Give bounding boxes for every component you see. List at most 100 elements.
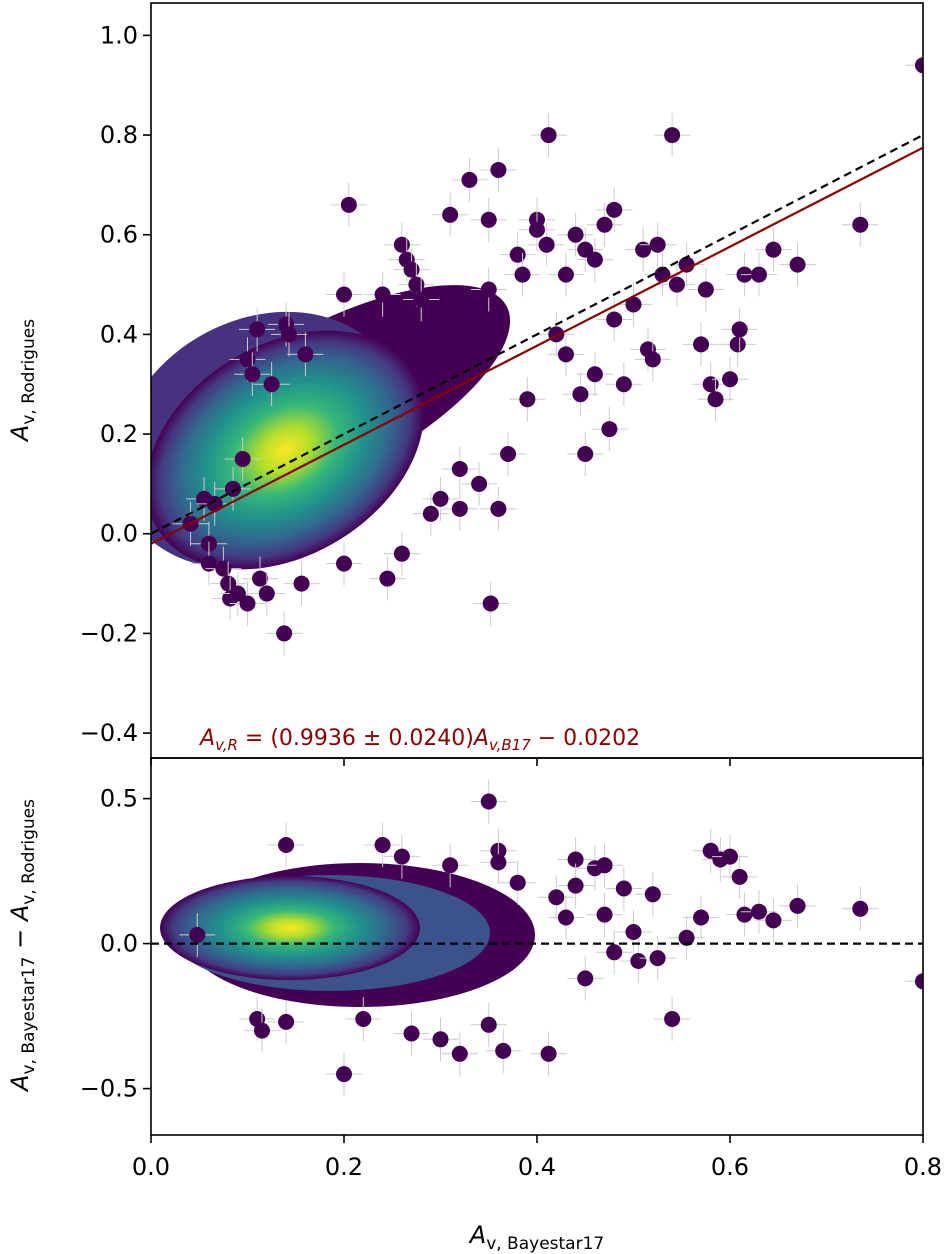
top-ytick-label: 1.0 (100, 21, 138, 49)
top-data-point (750, 266, 767, 283)
bottom-cloud-core (160, 876, 420, 980)
bottom-data-point (480, 793, 497, 810)
top-ytick-label: 0.8 (100, 121, 138, 149)
top-data-point (540, 127, 557, 144)
top-data-point (293, 575, 310, 592)
top-data-point (471, 475, 488, 492)
top-data-point (393, 545, 410, 562)
top-data-point (220, 575, 237, 592)
top-data-point (615, 376, 632, 393)
bottom-data-point (644, 886, 661, 903)
bottom-xtick-label: 0.2 (325, 1153, 363, 1181)
top-data-point (789, 256, 806, 273)
top-ytick-label: −0.2 (80, 619, 138, 647)
top-data-point (664, 127, 681, 144)
top-y-axis-label: Av, Rodrigues (6, 319, 39, 443)
bottom-data-point (577, 970, 594, 987)
bottom-data-point (509, 874, 526, 891)
top-data-point (422, 505, 439, 522)
bottom-data-point (750, 903, 767, 920)
top-data-point (403, 261, 420, 278)
top-ytick-label: 0.6 (100, 221, 138, 249)
top-data-point (548, 326, 565, 343)
top-data-point (606, 311, 623, 328)
bottom-data-point (664, 1011, 681, 1027)
top-data-point (263, 376, 280, 393)
top-data-point (668, 276, 685, 293)
bottom-data-point (355, 1011, 372, 1027)
top-data-point (490, 161, 507, 178)
top-ytick-label: 0.4 (100, 320, 138, 348)
top-data-point (729, 336, 746, 353)
top-data-point (586, 251, 603, 268)
top-data-point (625, 296, 642, 313)
top-data-point (239, 595, 256, 612)
bottom-data-point (915, 973, 923, 990)
top-ytick-label: 0.2 (100, 420, 138, 448)
top-data-point (490, 500, 507, 517)
bottom-data-point (765, 912, 782, 929)
top-data-point (442, 206, 459, 223)
top-panel: −0.4 −0.2 0.0 0.2 0.4 0.6 0.8 1.0 Av, Rodrigues… (6, 2, 924, 766)
top-data-point (451, 500, 468, 517)
top-data-point (393, 236, 410, 253)
bottom-data-point (548, 889, 565, 906)
top-ytick-label: −0.4 (80, 719, 138, 747)
top-data-point (538, 236, 555, 253)
top-lines (151, 134, 923, 545)
bottom-data-point (253, 1022, 270, 1039)
bottom-data-point (736, 906, 753, 923)
bottom-data-point (442, 857, 459, 874)
top-data-point (519, 391, 536, 408)
bottom-data-point (403, 1025, 420, 1042)
bottom-xtick-label: 0.0 (132, 1153, 170, 1181)
bottom-data-point (374, 837, 391, 853)
bottom-data-point (625, 924, 642, 940)
bottom-data-point (490, 854, 507, 871)
fit-equation: Av,R = (0.9936 ± 0.0240)Av,B17 − 0.0202 (198, 726, 640, 754)
top-data-point (408, 276, 425, 293)
top-data-point (276, 625, 293, 642)
top-data-point (557, 266, 574, 283)
bottom-xtick-label: 0.6 (711, 1153, 749, 1181)
bottom-data-point (495, 1042, 512, 1059)
top-data-point (635, 241, 652, 258)
top-data-point (915, 57, 923, 74)
top-data-point (596, 216, 613, 233)
top-data-point (432, 490, 449, 507)
top-ytick-label: 0.0 (100, 520, 138, 548)
top-data-point (586, 366, 603, 383)
bottom-data-point (789, 897, 806, 914)
bottom-data-point (480, 1016, 497, 1033)
top-data-point (697, 281, 714, 298)
bottom-ytick-label: 0.0 (100, 930, 138, 958)
top-data-point (731, 321, 748, 338)
bottom-ytick-label: 0.5 (100, 785, 138, 813)
top-data-point (649, 236, 666, 253)
top-data-point (514, 266, 531, 283)
top-data-point (500, 446, 517, 463)
top-points (172, 43, 923, 656)
top-data-point (239, 351, 256, 368)
top-data-point (374, 286, 391, 303)
bottom-data-point (722, 848, 738, 865)
top-data-point (249, 321, 266, 338)
bottom-data-point (393, 848, 410, 865)
bottom-x-axis: 0.0 0.2 0.4 0.6 0.8 (132, 1135, 942, 1181)
bottom-data-point (615, 880, 632, 897)
bottom-data-point (432, 1031, 449, 1048)
bottom-data-point (278, 837, 295, 853)
top-data-point (336, 286, 352, 303)
bottom-y-axis: −0.5 0.0 0.5 (80, 785, 151, 1103)
top-data-point (702, 376, 719, 393)
top-data-point (852, 216, 869, 233)
bottom-data-point (596, 857, 613, 874)
bottom-data-point (596, 906, 613, 923)
top-data-point (252, 570, 269, 587)
bottom-data-point (567, 877, 584, 894)
top-data-point (200, 555, 217, 572)
top-density-cloud (151, 285, 511, 570)
top-data-point (606, 201, 623, 218)
top-data-point (480, 211, 497, 228)
